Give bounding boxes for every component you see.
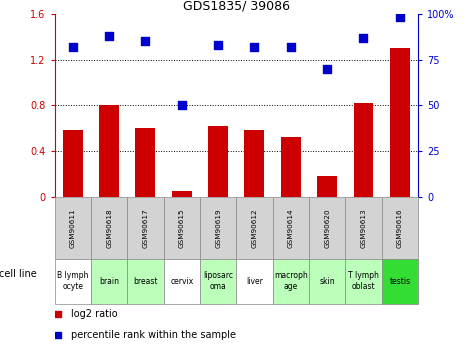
Bar xyxy=(200,197,237,259)
Bar xyxy=(127,259,163,304)
Bar xyxy=(237,197,273,259)
Text: liver: liver xyxy=(246,277,263,286)
Bar xyxy=(381,259,418,304)
Point xyxy=(360,35,367,40)
Text: GSM90620: GSM90620 xyxy=(324,208,330,247)
Bar xyxy=(273,197,309,259)
Title: GDS1835/ 39086: GDS1835/ 39086 xyxy=(183,0,290,13)
Bar xyxy=(91,259,127,304)
Bar xyxy=(345,259,381,304)
Text: breast: breast xyxy=(133,277,158,286)
Bar xyxy=(381,197,418,259)
Text: skin: skin xyxy=(319,277,335,286)
Point xyxy=(323,66,331,71)
Bar xyxy=(200,259,237,304)
Bar xyxy=(245,130,265,197)
Bar xyxy=(273,259,309,304)
Text: T lymph
oblast: T lymph oblast xyxy=(348,272,379,291)
Text: testis: testis xyxy=(390,277,410,286)
Bar xyxy=(208,126,228,197)
Bar xyxy=(55,259,91,304)
Text: GSM90616: GSM90616 xyxy=(397,208,403,247)
Text: cervix: cervix xyxy=(170,277,193,286)
Bar xyxy=(163,197,200,259)
Bar xyxy=(345,197,381,259)
Text: log2 ratio: log2 ratio xyxy=(71,309,118,319)
Text: GSM90618: GSM90618 xyxy=(106,208,112,247)
Text: GSM90612: GSM90612 xyxy=(251,208,257,247)
Bar xyxy=(163,259,200,304)
Point xyxy=(69,44,76,49)
Text: percentile rank within the sample: percentile rank within the sample xyxy=(71,330,236,339)
Point xyxy=(55,311,62,317)
Point xyxy=(287,44,294,49)
Point xyxy=(178,102,186,108)
Text: GSM90617: GSM90617 xyxy=(142,208,149,247)
Point xyxy=(396,15,404,20)
Text: GSM90614: GSM90614 xyxy=(288,208,294,247)
Bar xyxy=(309,259,345,304)
Point xyxy=(142,38,149,44)
Bar xyxy=(91,197,127,259)
Bar xyxy=(390,48,410,197)
Point xyxy=(251,44,258,49)
Text: brain: brain xyxy=(99,277,119,286)
Point xyxy=(55,332,62,337)
Bar xyxy=(127,197,163,259)
Text: GSM90613: GSM90613 xyxy=(361,208,367,247)
Text: B lymph
ocyte: B lymph ocyte xyxy=(57,272,88,291)
Text: GSM90611: GSM90611 xyxy=(70,208,76,247)
Bar xyxy=(172,191,192,197)
Bar xyxy=(55,197,91,259)
Bar xyxy=(281,137,301,197)
Text: cell line: cell line xyxy=(0,269,37,279)
Text: GSM90615: GSM90615 xyxy=(179,208,185,247)
Text: macroph
age: macroph age xyxy=(274,272,308,291)
Bar xyxy=(353,103,373,197)
Bar xyxy=(317,176,337,197)
Point xyxy=(105,33,113,39)
Text: GSM90619: GSM90619 xyxy=(215,208,221,247)
Point xyxy=(214,42,222,48)
Bar xyxy=(237,259,273,304)
Bar xyxy=(63,130,83,197)
Bar xyxy=(135,128,155,197)
Text: liposarc
oma: liposarc oma xyxy=(203,272,233,291)
Bar xyxy=(99,105,119,197)
Bar xyxy=(309,197,345,259)
